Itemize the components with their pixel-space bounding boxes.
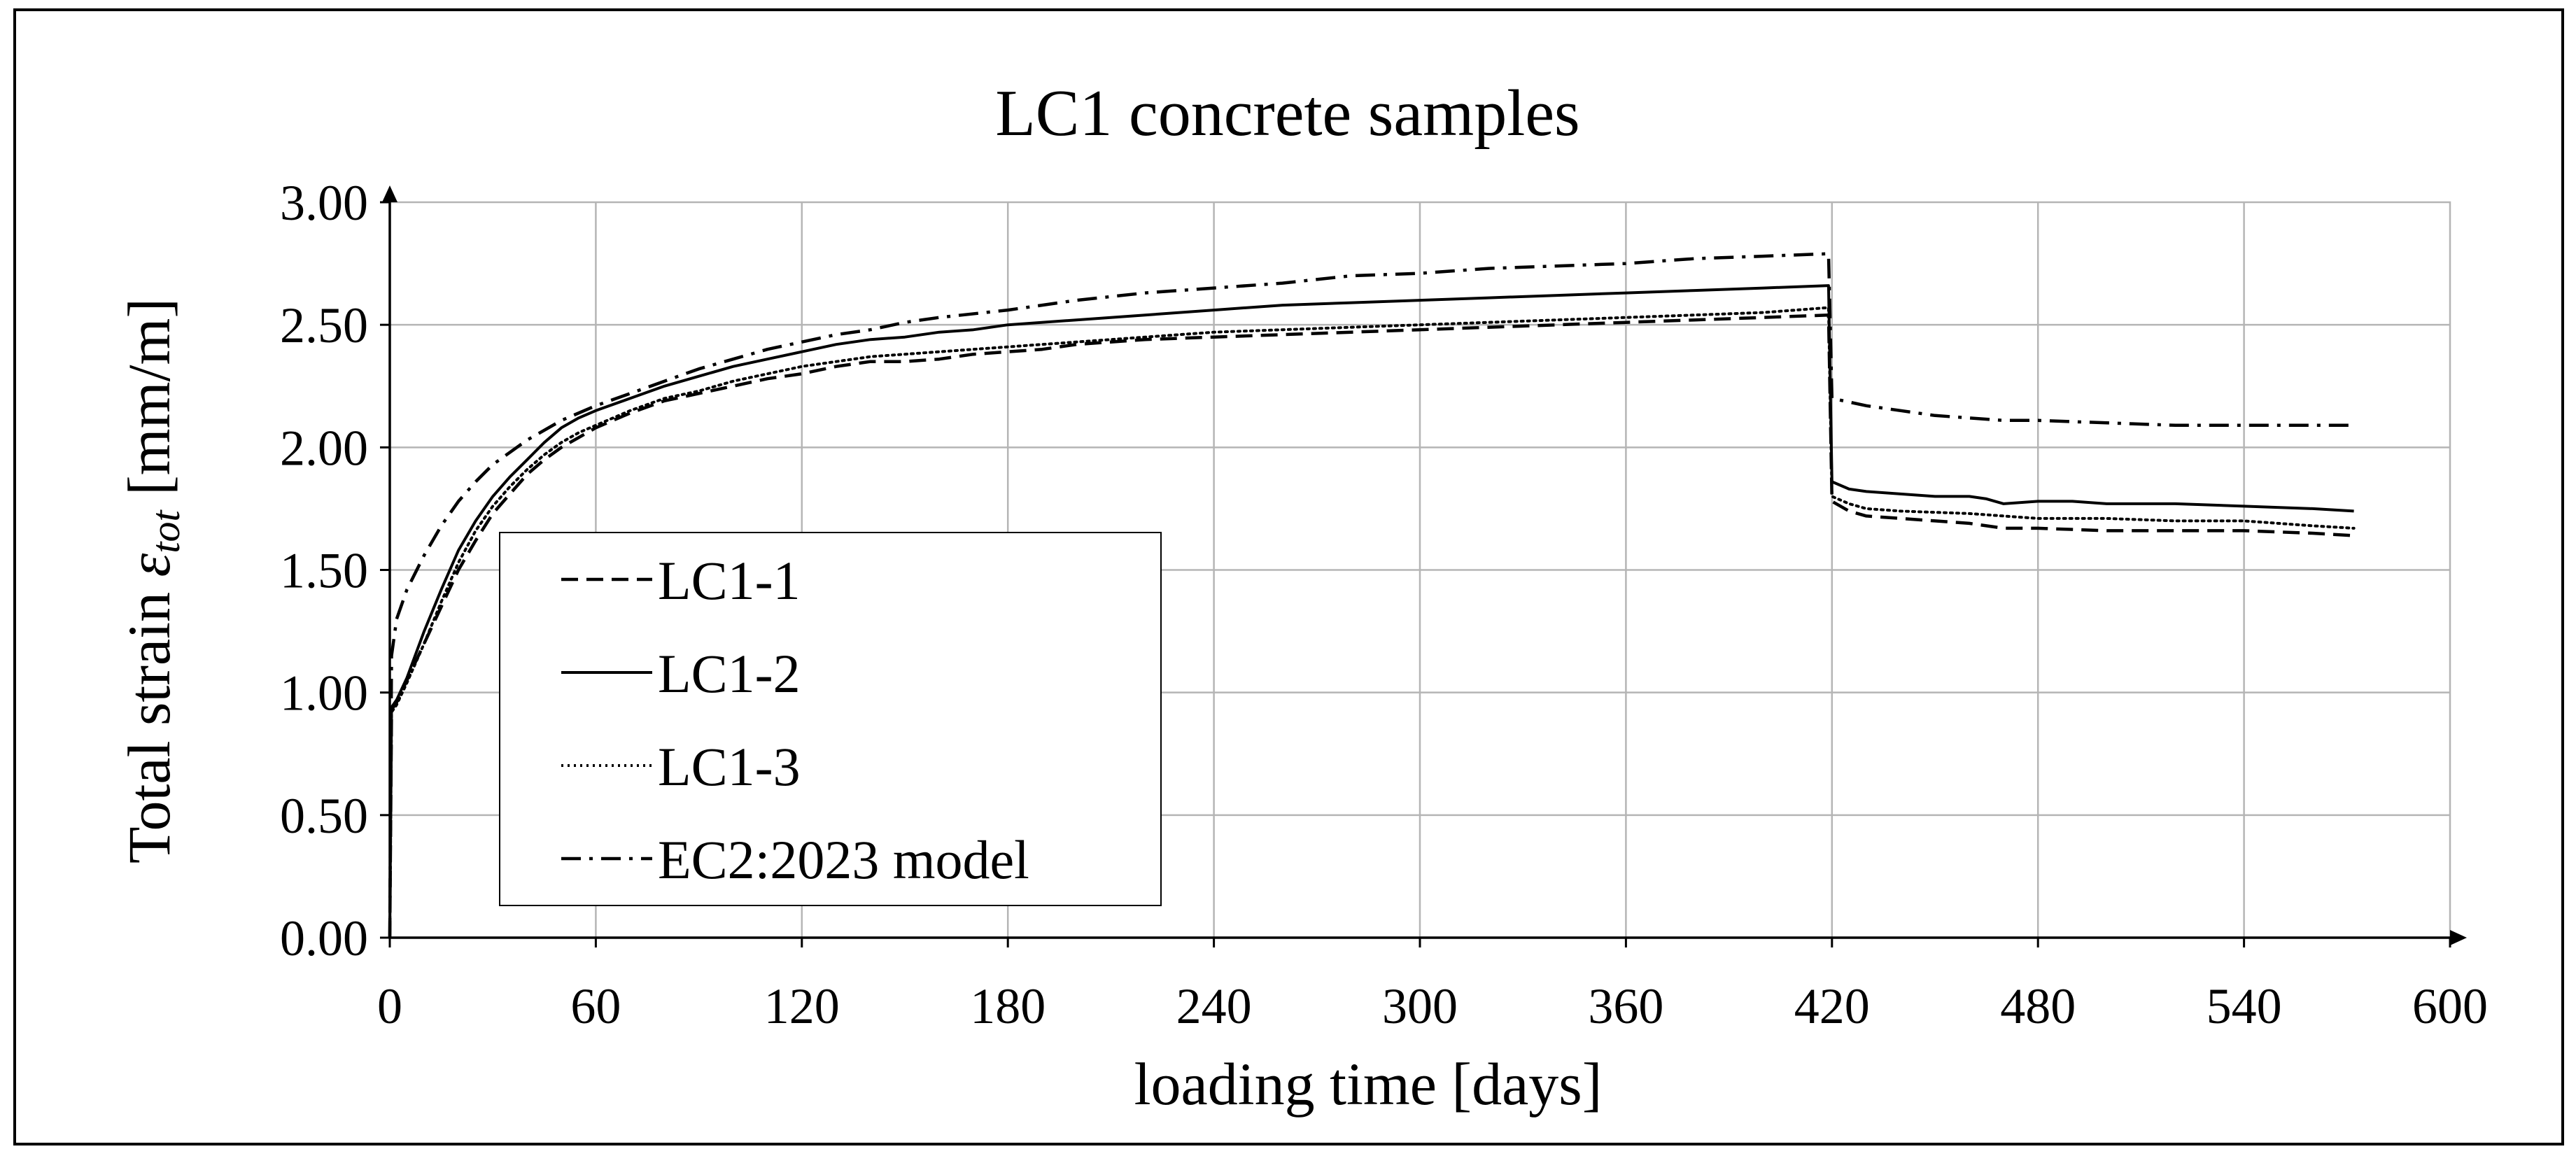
x-axis-label: loading time [days] xyxy=(1134,1050,1603,1118)
legend-label: LC1-2 xyxy=(658,643,801,704)
x-axis-arrow xyxy=(2450,930,2467,945)
x-tick-label: 540 xyxy=(2207,978,2282,1034)
x-tick-label: 480 xyxy=(2000,978,2076,1034)
y-tick-label: 3.00 xyxy=(280,175,368,231)
y-tick-label: 0.00 xyxy=(280,910,368,966)
y-tick-label: 1.50 xyxy=(280,543,368,599)
legend-label: LC1-1 xyxy=(658,550,801,611)
legend: LC1-1 LC1-2 LC1-3 EC2:2023 model xyxy=(499,532,1162,906)
y-axis-label: Total strain εtot [mm/m] xyxy=(115,298,188,864)
y-axis-label-unit: [mm/m] xyxy=(115,298,183,510)
x-tick-label: 420 xyxy=(1794,978,1870,1034)
y-axis-label-main: Total strain xyxy=(115,577,183,864)
series-line-2 xyxy=(388,284,2354,938)
chart-title: LC1 concrete samples xyxy=(995,77,1579,150)
y-tick-label: 2.50 xyxy=(280,297,368,353)
x-tick-label: 240 xyxy=(1176,978,1252,1034)
legend-label: LC1-3 xyxy=(658,736,801,797)
x-tick-label: 300 xyxy=(1382,978,1458,1034)
legend-label: EC2:2023 model xyxy=(658,829,1029,890)
series-line-4 xyxy=(388,252,2354,938)
x-tick-label: 360 xyxy=(1588,978,1663,1034)
legend-box xyxy=(499,532,1162,906)
tick-labels: 0 60 120 180 240 300 360 420 480 540 600 0.00 0.50 1.… xyxy=(280,175,2488,1034)
y-axis-arrow xyxy=(382,185,397,202)
series-group xyxy=(388,252,2356,939)
x-tick-label: 600 xyxy=(2412,978,2488,1034)
x-tick-label: 180 xyxy=(970,978,1046,1034)
x-tick-label: 120 xyxy=(764,978,840,1034)
y-tick-label: 1.00 xyxy=(280,665,368,721)
series-line-1 xyxy=(388,313,2354,938)
y-axis-label-symbol: ε xyxy=(115,553,183,577)
x-tick-label: 0 xyxy=(377,978,402,1034)
y-tick-label: 2.00 xyxy=(280,420,368,476)
chart-frame xyxy=(13,8,2564,1146)
y-axis-label-subscript: tot xyxy=(143,509,188,553)
x-tick-label: 60 xyxy=(570,978,621,1034)
y-tick-label: 0.50 xyxy=(280,788,368,844)
series-line-3 xyxy=(388,306,2356,939)
